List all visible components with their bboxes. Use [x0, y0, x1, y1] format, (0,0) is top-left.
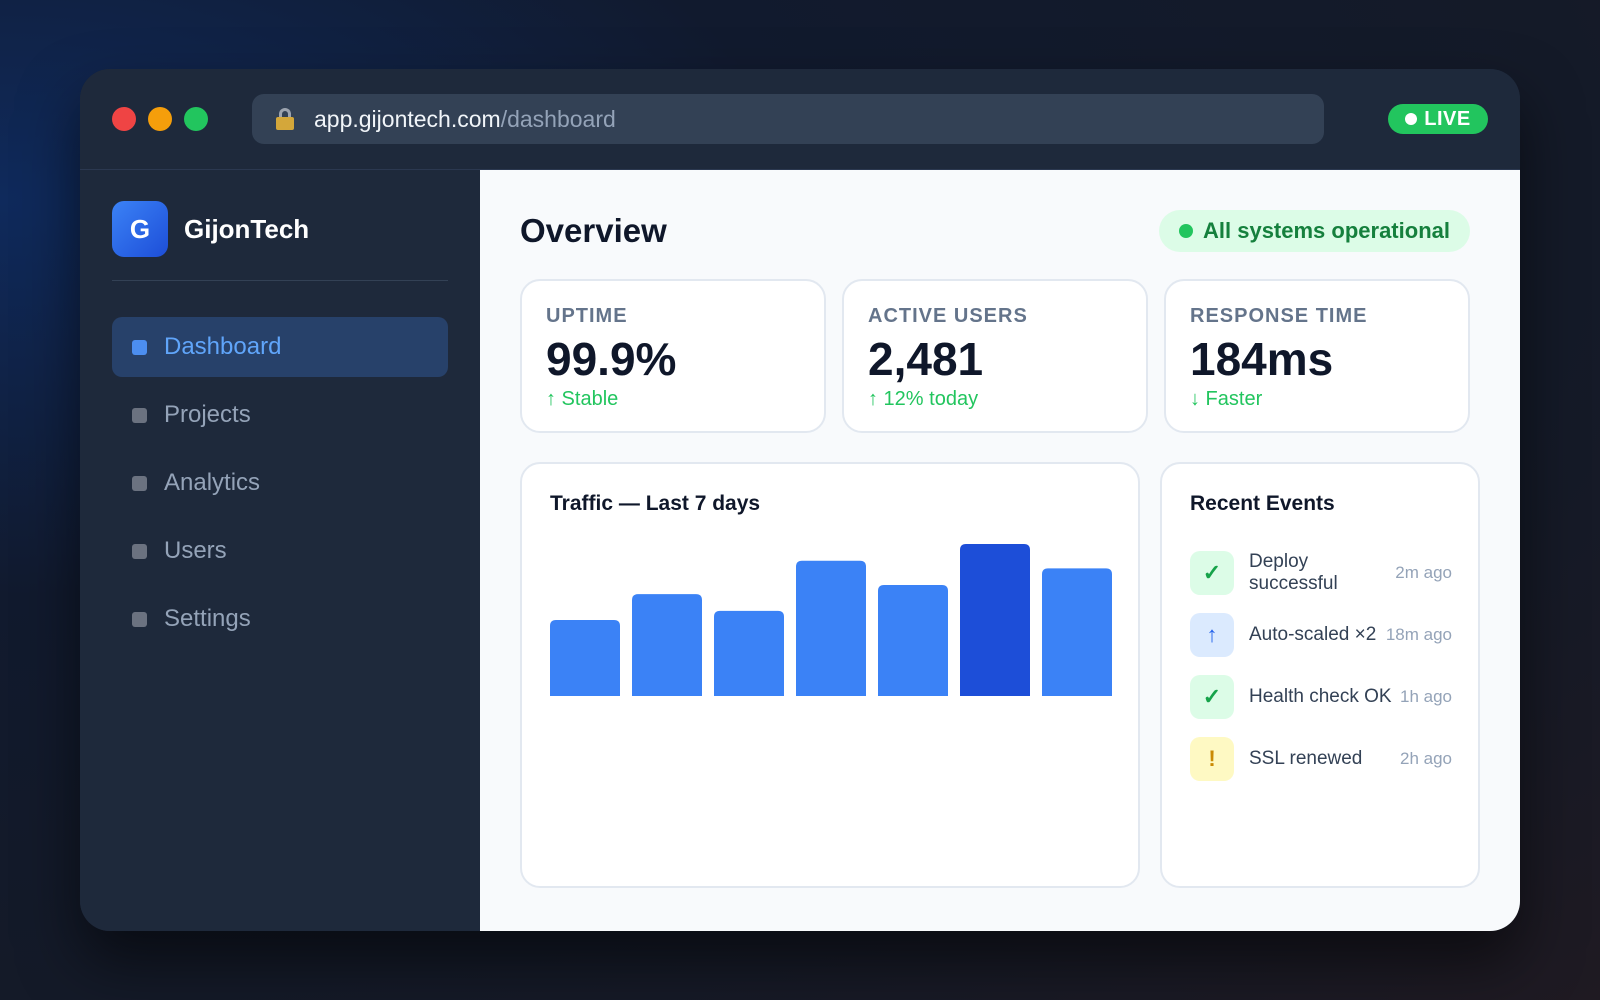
list-item[interactable]: ✓ Health check OK 1h ago: [1190, 674, 1452, 720]
square-icon: [132, 543, 147, 559]
brand[interactable]: G GijonTech: [112, 201, 309, 257]
event-text: Deploy successful: [1249, 551, 1338, 594]
sidebar-item-settings[interactable]: Settings: [112, 589, 448, 649]
stat-value: 2,481: [868, 333, 984, 385]
square-icon: [132, 611, 147, 627]
sidebar-item-users[interactable]: Users: [112, 521, 448, 581]
check-icon: ✓: [1190, 675, 1234, 719]
event-time: 18m ago: [1385, 625, 1452, 644]
close-window-button[interactable]: [112, 107, 136, 131]
event-time: 1h ago: [1400, 687, 1452, 706]
active-users-card: ACTIVE USERS 2,481 ↑ 12% today: [842, 279, 1148, 433]
sidebar-divider: [112, 280, 448, 281]
url-host: app.gijontech.com: [314, 105, 501, 132]
live-label: LIVE: [1424, 107, 1471, 130]
list-item[interactable]: ! SSL renewed 2h ago: [1190, 736, 1452, 782]
brand-name: GijonTech: [184, 213, 310, 244]
stat-label: RESPONSE TIME: [1190, 305, 1368, 327]
square-icon: [132, 407, 147, 423]
chart-bar-1: [550, 620, 620, 696]
sidebar-item-label: Settings: [164, 605, 251, 632]
check-icon: ✓: [1190, 551, 1234, 595]
lock-icon: [276, 108, 294, 130]
sidebar-item-label: Analytics: [164, 469, 261, 496]
stat-trend: ↑ 12% today: [868, 388, 979, 410]
title-bar: app.gijontech.com/dashboard LIVE: [80, 69, 1520, 170]
sidebar-nav: Dashboard Projects Analytics Users Setti…: [112, 317, 448, 657]
maximize-window-button[interactable]: [184, 107, 208, 131]
uptime-card: UPTIME 99.9% ↑ Stable: [520, 279, 826, 433]
event-time: 2m ago: [1395, 563, 1452, 582]
stat-label: UPTIME: [546, 305, 628, 327]
stat-value: 184ms: [1190, 333, 1334, 385]
event-time: 2h ago: [1400, 749, 1452, 768]
chart-bar-2: [632, 594, 702, 696]
main-content: Overview All systems operational UPTIME …: [480, 170, 1520, 931]
events-title: Recent Events: [1190, 492, 1335, 515]
status-badge: All systems operational: [1159, 210, 1470, 252]
minimize-window-button[interactable]: [148, 107, 172, 131]
traffic-chart-card: Traffic — Last 7 days: [520, 462, 1140, 888]
sidebar-item-label: Projects: [164, 401, 251, 428]
browser-window: app.gijontech.com/dashboard LIVE G Gijon…: [80, 69, 1520, 931]
sidebar-item-projects[interactable]: Projects: [112, 385, 448, 445]
stat-label: ACTIVE USERS: [868, 305, 1028, 327]
address-bar[interactable]: app.gijontech.com/dashboard: [252, 94, 1324, 144]
traffic-chart: [550, 544, 1112, 696]
sidebar-item-analytics[interactable]: Analytics: [112, 453, 448, 513]
arrow-up-icon: ↑: [1190, 613, 1234, 657]
event-text: SSL renewed: [1249, 748, 1363, 769]
status-dot-icon: [1179, 224, 1193, 238]
square-icon: [132, 339, 147, 355]
events-list: ✓ Deploy successful 2m ago ↑ Auto-scaled…: [1190, 550, 1452, 798]
live-badge: LIVE: [1388, 104, 1488, 134]
url-path: /dashboard: [500, 105, 616, 132]
sidebar-item-dashboard[interactable]: Dashboard: [112, 317, 448, 377]
page-title: Overview: [520, 212, 667, 249]
chart-bar-3: [714, 610, 784, 696]
stat-trend: ↓ Faster: [1190, 388, 1263, 410]
stat-value: 99.9%: [546, 333, 677, 385]
brand-logo: G: [112, 201, 168, 257]
stat-trend: ↑ Stable: [546, 388, 619, 410]
response-time-card: RESPONSE TIME 184ms ↓ Faster: [1164, 279, 1470, 433]
warning-icon: !: [1190, 737, 1234, 781]
chart-bar-6: [960, 544, 1030, 696]
list-item[interactable]: ↑ Auto-scaled ×2 18m ago: [1190, 612, 1452, 658]
live-dot-icon: [1405, 113, 1418, 125]
list-item[interactable]: ✓ Deploy successful 2m ago: [1190, 550, 1452, 596]
chart-title: Traffic — Last 7 days: [550, 492, 761, 515]
status-text: All systems operational: [1203, 218, 1450, 243]
square-icon: [132, 475, 147, 491]
recent-events-card: Recent Events ✓ Deploy successful 2m ago…: [1160, 462, 1480, 888]
chart-bar-5: [878, 585, 948, 696]
chart-bar-7: [1042, 568, 1112, 696]
sidebar: G GijonTech Dashboard Projects Analytics…: [80, 170, 480, 931]
event-text: Health check OK: [1249, 686, 1392, 707]
sidebar-item-label: Dashboard: [164, 333, 282, 360]
event-text: Auto-scaled ×2: [1249, 624, 1377, 645]
chart-bar-4: [796, 560, 866, 696]
sidebar-item-label: Users: [164, 537, 227, 564]
